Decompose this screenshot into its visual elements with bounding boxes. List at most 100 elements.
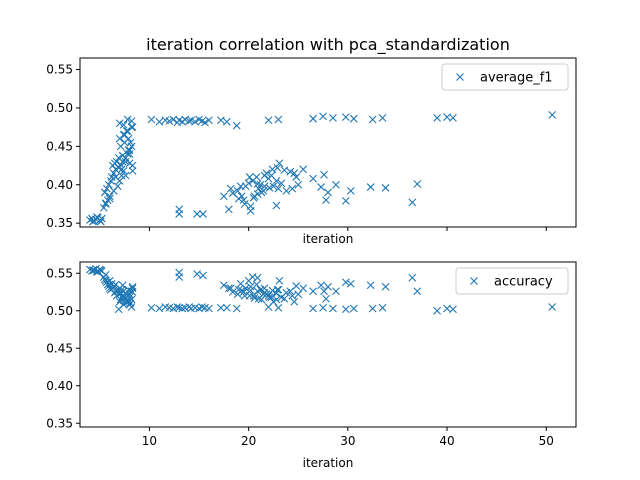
series-average_f1 bbox=[86, 110, 557, 226]
data-point bbox=[128, 282, 137, 291]
data-point bbox=[272, 201, 281, 210]
data-point bbox=[216, 116, 225, 125]
data-point bbox=[105, 194, 114, 203]
data-point bbox=[320, 170, 328, 179]
data-point bbox=[292, 282, 301, 290]
data-point bbox=[272, 177, 281, 185]
data-point bbox=[378, 114, 387, 122]
data-point bbox=[89, 266, 97, 275]
x-tick-label: 40 bbox=[439, 434, 454, 448]
data-point bbox=[102, 184, 111, 193]
data-point bbox=[127, 117, 136, 125]
data-point bbox=[346, 279, 355, 288]
data-point bbox=[290, 297, 299, 306]
data-point bbox=[101, 270, 110, 279]
data-point bbox=[155, 304, 164, 313]
data-point bbox=[96, 217, 105, 226]
data-point bbox=[273, 163, 282, 172]
data-point bbox=[275, 276, 284, 285]
data-point bbox=[413, 180, 422, 188]
data-point bbox=[341, 305, 350, 314]
data-point bbox=[198, 303, 206, 311]
data-point bbox=[121, 297, 130, 306]
data-point bbox=[246, 282, 255, 291]
subplot-1: 0.35 0.40 0.45 0.50 0.55 iteration average_f1 bbox=[46, 57, 577, 246]
data-point bbox=[128, 123, 137, 132]
data-point bbox=[239, 288, 248, 296]
data-point bbox=[121, 171, 130, 180]
data-point bbox=[124, 146, 133, 155]
data-point bbox=[147, 115, 156, 124]
data-point bbox=[125, 159, 134, 168]
data-point bbox=[294, 290, 303, 299]
data-point bbox=[548, 110, 557, 119]
x-axis-label: iteration bbox=[303, 232, 354, 246]
data-point bbox=[175, 205, 184, 214]
data-point bbox=[245, 173, 254, 181]
data-point bbox=[449, 305, 457, 314]
data-point bbox=[366, 281, 375, 290]
data-point bbox=[193, 210, 201, 218]
data-point bbox=[165, 117, 174, 125]
data-point bbox=[277, 179, 286, 188]
data-point bbox=[125, 146, 134, 155]
data-point bbox=[433, 114, 442, 122]
data-point bbox=[341, 196, 350, 205]
data-point bbox=[280, 166, 289, 175]
data-point bbox=[368, 115, 377, 124]
data-point bbox=[257, 295, 266, 304]
plot-frame bbox=[79, 57, 577, 228]
data-point bbox=[126, 138, 135, 147]
data-point bbox=[127, 123, 136, 132]
data-point bbox=[253, 180, 262, 188]
data-point bbox=[119, 120, 128, 129]
data-point bbox=[433, 306, 442, 315]
chart-title: iteration correlation with pca_standardi… bbox=[146, 35, 510, 55]
data-point bbox=[226, 284, 235, 293]
data-point bbox=[274, 184, 283, 193]
data-point bbox=[122, 127, 131, 135]
data-point bbox=[309, 174, 318, 183]
data-point bbox=[219, 281, 228, 290]
data-point bbox=[244, 179, 253, 188]
subplot-2: 0.35 0.40 0.45 0.50 0.55 10 20 30 40 50 iteration a… bbox=[46, 261, 577, 470]
data-point bbox=[178, 304, 187, 313]
data-point bbox=[341, 278, 350, 287]
data-point bbox=[332, 287, 340, 296]
data-point bbox=[260, 182, 269, 191]
data-point bbox=[205, 304, 213, 313]
data-point bbox=[408, 273, 417, 282]
legend-label: accuracy bbox=[494, 275, 553, 290]
data-point bbox=[299, 165, 308, 174]
data-point bbox=[201, 118, 209, 127]
data-point bbox=[228, 288, 237, 296]
data-point bbox=[114, 153, 123, 162]
data-point bbox=[236, 182, 245, 191]
data-point bbox=[118, 281, 127, 290]
data-point bbox=[105, 276, 114, 285]
x-tick-label: 50 bbox=[539, 434, 554, 448]
data-point bbox=[341, 113, 350, 122]
data-point bbox=[346, 187, 355, 195]
legend-box bbox=[455, 267, 569, 295]
data-point bbox=[299, 284, 308, 293]
data-point bbox=[193, 270, 201, 278]
data-point bbox=[115, 119, 124, 128]
data-point bbox=[233, 187, 242, 195]
data-point bbox=[147, 303, 156, 312]
data-point bbox=[120, 138, 129, 147]
y-tick-label: 0.45 bbox=[46, 139, 73, 153]
data-point bbox=[222, 303, 231, 312]
x-tick-label: 30 bbox=[340, 434, 355, 448]
data-point bbox=[239, 196, 248, 205]
data-point bbox=[282, 187, 291, 195]
data-point bbox=[260, 171, 269, 180]
legend-marker bbox=[456, 73, 464, 81]
y-tick-label: 0.55 bbox=[46, 63, 73, 77]
data-point bbox=[274, 285, 283, 294]
legend-box bbox=[441, 63, 569, 91]
data-point bbox=[222, 117, 231, 126]
data-point bbox=[288, 184, 297, 193]
data-point bbox=[329, 114, 337, 122]
data-point bbox=[245, 291, 254, 300]
